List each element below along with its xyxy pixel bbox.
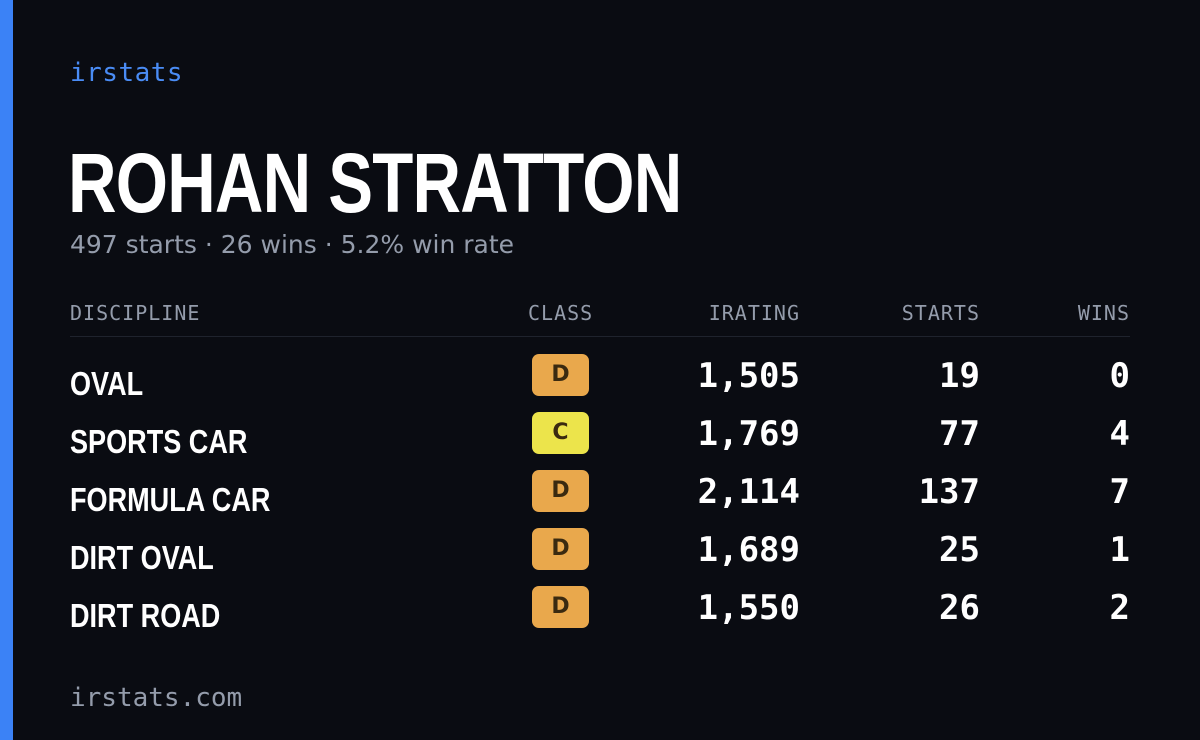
wins-value: 0 — [1109, 356, 1130, 396]
irating-value: 1,505 — [697, 356, 800, 396]
discipline-label: FORMULA CAR — [70, 481, 271, 518]
class-badge: D — [532, 354, 589, 396]
discipline-table: OVAL D 1,505 19 0 SPORTS CAR C 1,769 77 … — [70, 350, 1130, 640]
header-wins: WINS — [1077, 301, 1130, 325]
class-badge: D — [532, 586, 589, 628]
brand-logo[interactable]: irstats — [70, 58, 184, 88]
site-url[interactable]: irstats.com — [70, 683, 243, 713]
header-discipline: DISCIPLINE — [70, 301, 201, 325]
table-row: FORMULA CAR D 2,114 137 7 — [70, 466, 1130, 524]
header-irating: IRATING — [708, 301, 800, 325]
discipline-label: SPORTS CAR — [70, 423, 248, 460]
accent-bar — [0, 0, 13, 740]
starts-value: 19 — [939, 356, 980, 396]
header-class: CLASS — [528, 301, 594, 325]
irating-value: 1,769 — [697, 414, 800, 454]
wins-value: 1 — [1109, 530, 1130, 570]
table-header: DISCIPLINE CLASS IRATING STARTS WINS — [70, 298, 1130, 337]
starts-value: 25 — [939, 530, 980, 570]
wins-value: 4 — [1109, 414, 1130, 454]
irating-value: 1,689 — [697, 530, 800, 570]
wins-value: 2 — [1109, 588, 1130, 628]
starts-value: 26 — [939, 588, 980, 628]
class-badge: D — [532, 470, 589, 512]
wins-value: 7 — [1109, 472, 1130, 512]
table-row: DIRT OVAL D 1,689 25 1 — [70, 524, 1130, 582]
discipline-label: DIRT ROAD — [70, 597, 221, 634]
class-badge: D — [532, 528, 589, 570]
irating-value: 2,114 — [697, 472, 800, 512]
starts-value: 77 — [939, 414, 980, 454]
table-row: DIRT ROAD D 1,550 26 2 — [70, 582, 1130, 640]
header-starts: STARTS — [901, 301, 980, 325]
class-badge: C — [532, 412, 589, 454]
starts-value: 137 — [918, 472, 980, 512]
discipline-label: DIRT OVAL — [70, 539, 214, 576]
driver-summary: 497 starts · 26 wins · 5.2% win rate — [70, 230, 515, 259]
table-row: OVAL D 1,505 19 0 — [70, 350, 1130, 408]
table-row: SPORTS CAR C 1,769 77 4 — [70, 408, 1130, 466]
driver-name: ROHAN STRATTON — [68, 136, 682, 230]
irating-value: 1,550 — [697, 588, 800, 628]
discipline-label: OVAL — [70, 365, 144, 402]
